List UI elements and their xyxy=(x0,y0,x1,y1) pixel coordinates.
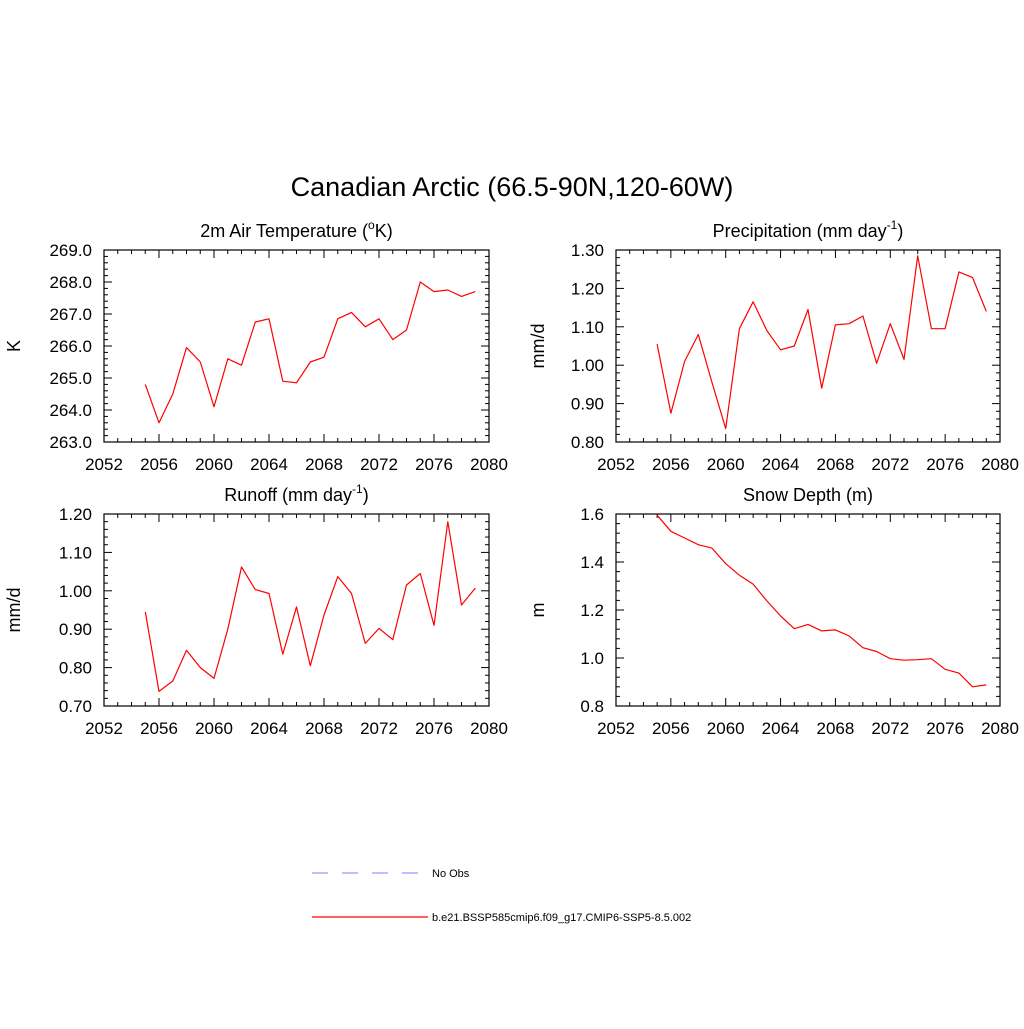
legend-label: b.e21.BSSP585cmip6.f09_g17.CMIP6-SSP5-8.… xyxy=(432,912,691,924)
x-tick-label: 2060 xyxy=(195,719,233,738)
y-tick-label: 1.6 xyxy=(580,505,604,524)
chart-title-superscript: -1 xyxy=(352,482,363,496)
plot-frame xyxy=(615,513,1001,707)
y-tick-label: 1.20 xyxy=(571,279,604,298)
x-tick-label: 2060 xyxy=(707,719,745,738)
x-tick-label: 2064 xyxy=(762,719,800,738)
x-tick-label: 2052 xyxy=(85,455,123,474)
x-tick-label: 2072 xyxy=(871,719,909,738)
x-tick-label: 2056 xyxy=(140,719,178,738)
y-tick-label: 1.2 xyxy=(580,601,604,620)
y-tick-label: 0.70 xyxy=(59,697,92,716)
chart-title: Snow Depth (m) xyxy=(743,485,873,505)
y-tick-label: 1.10 xyxy=(571,318,604,337)
chart-title-end: ) xyxy=(363,485,369,505)
y-tick-label: 1.20 xyxy=(59,505,92,524)
x-tick-label: 2068 xyxy=(305,455,343,474)
y-tick-label: 1.00 xyxy=(571,356,604,375)
x-tick-label: 2068 xyxy=(305,719,343,738)
page-title: Canadian Arctic (66.5-90N,120-60W) xyxy=(291,172,734,202)
x-tick-label: 2076 xyxy=(926,455,964,474)
x-tick-label: 2076 xyxy=(415,455,453,474)
chart-title-end: K) xyxy=(375,221,393,241)
x-tick-label: 2076 xyxy=(415,719,453,738)
legend: No Obs b.e21.BSSP585cmip6.f09_g17.CMIP6-S… xyxy=(312,868,691,924)
x-tick-label: 2080 xyxy=(470,719,508,738)
y-tick-label: 264.0 xyxy=(49,401,92,420)
x-tick-label: 2080 xyxy=(470,455,508,474)
x-tick-label: 2068 xyxy=(817,719,855,738)
y-tick-label: 1.00 xyxy=(59,582,92,601)
plot-frame xyxy=(103,513,490,707)
chart-title: 2m Air Temperature (oK) xyxy=(200,218,392,241)
x-tick-label: 2056 xyxy=(652,455,690,474)
x-tick-label: 2076 xyxy=(926,719,964,738)
y-axis-label: K xyxy=(4,340,24,352)
plot-frame xyxy=(615,249,1001,443)
x-tick-label: 2072 xyxy=(360,455,398,474)
x-tick-label: 2052 xyxy=(597,455,635,474)
x-tick-label: 2052 xyxy=(85,719,123,738)
chart-title-main: Runoff (mm day xyxy=(224,485,352,505)
x-tick-label: 2056 xyxy=(652,719,690,738)
series-line-1 xyxy=(656,514,987,688)
x-tick-label: 2060 xyxy=(195,455,233,474)
y-tick-label: 269.0 xyxy=(49,241,92,260)
chart-panel-4: 2052 2056 2060 2064 2068 2072 2076 2080 0.8 1.0 1.… xyxy=(528,485,1019,738)
x-tick-label: 2060 xyxy=(707,455,745,474)
chart-title: Precipitation (mm day-1) xyxy=(713,218,904,241)
chart-title-superscript: o xyxy=(368,218,375,232)
chart-title-main: Precipitation (mm day xyxy=(713,221,887,241)
x-tick-label: 2064 xyxy=(250,719,288,738)
y-tick-label: 263.0 xyxy=(49,433,92,452)
legend-item: No Obs xyxy=(312,868,470,880)
y-tick-label: 0.80 xyxy=(571,433,604,452)
y-axis-label: mm/d xyxy=(528,324,548,369)
y-tick-label: 266.0 xyxy=(49,337,92,356)
chart-title-main: Snow Depth (m) xyxy=(743,485,873,505)
series-line-1 xyxy=(144,521,476,693)
chart-panel-2: 2052 2056 2060 2064 2068 2072 2076 2080 0.80 0.90… xyxy=(528,218,1019,474)
y-tick-label: 268.0 xyxy=(49,273,92,292)
panels: 2052 2056 2060 2064 2068 2072 2076 2080 263.0 264… xyxy=(4,218,1019,738)
y-tick-label: 1.4 xyxy=(580,553,604,572)
x-tick-label: 2056 xyxy=(140,455,178,474)
x-tick-label: 2068 xyxy=(817,455,855,474)
y-tick-label: 1.30 xyxy=(571,241,604,260)
chart-panel-3: 2052 2056 2060 2064 2068 2072 2076 2080 0.70 0.80… xyxy=(4,482,508,738)
x-tick-label: 2080 xyxy=(981,719,1019,738)
series-line-1 xyxy=(656,255,987,430)
y-axis-label: m xyxy=(528,603,548,618)
y-tick-label: 0.80 xyxy=(59,659,92,678)
plot-frame xyxy=(103,249,490,443)
chart-panel-1: 2052 2056 2060 2064 2068 2072 2076 2080 263.0 264… xyxy=(4,218,508,474)
y-tick-label: 0.90 xyxy=(571,395,604,414)
x-tick-label: 2072 xyxy=(871,455,909,474)
legend-label: No Obs xyxy=(432,868,470,880)
x-tick-label: 2080 xyxy=(981,455,1019,474)
chart-title-end: ) xyxy=(897,221,903,241)
series-line-1 xyxy=(144,281,476,424)
y-tick-label: 0.8 xyxy=(580,697,604,716)
x-tick-label: 2064 xyxy=(250,455,288,474)
chart-title: Runoff (mm day-1) xyxy=(224,482,368,505)
legend-item: b.e21.BSSP585cmip6.f09_g17.CMIP6-SSP5-8.… xyxy=(312,912,691,924)
y-axis-label: mm/d xyxy=(4,588,24,633)
chart-title-main: 2m Air Temperature ( xyxy=(200,221,368,241)
x-tick-label: 2052 xyxy=(597,719,635,738)
y-tick-label: 0.90 xyxy=(59,620,92,639)
x-tick-label: 2072 xyxy=(360,719,398,738)
x-tick-label: 2064 xyxy=(762,455,800,474)
y-tick-label: 1.0 xyxy=(580,649,604,668)
y-tick-label: 265.0 xyxy=(49,369,92,388)
y-tick-label: 1.10 xyxy=(59,543,92,562)
chart-title-superscript: -1 xyxy=(887,218,898,232)
y-tick-label: 267.0 xyxy=(49,305,92,324)
